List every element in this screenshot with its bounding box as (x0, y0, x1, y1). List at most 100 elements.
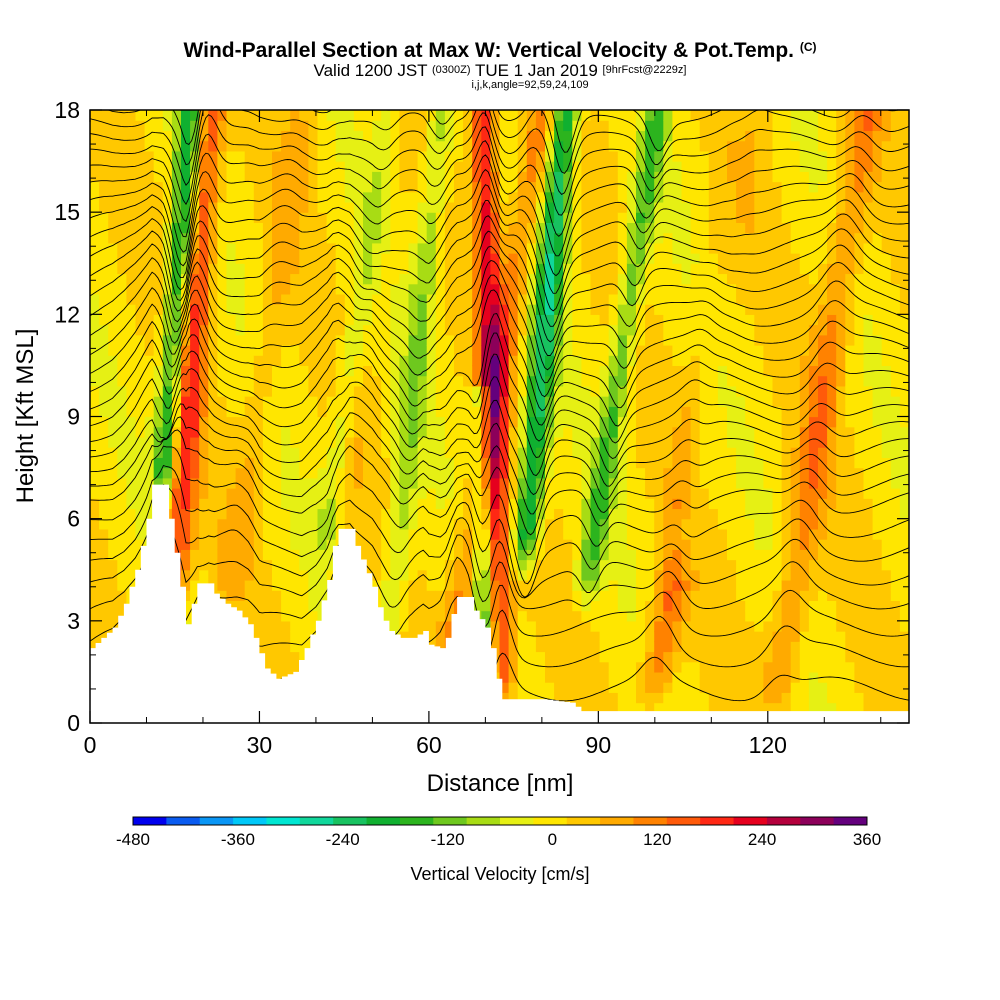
heatmap-cell (144, 508, 155, 520)
heatmap-cell (626, 467, 637, 479)
heatmap-cell (253, 447, 264, 458)
heatmap-cell (408, 365, 419, 377)
heatmap-cell (836, 600, 846, 612)
heatmap-cell (736, 314, 746, 326)
heatmap-cell (772, 651, 783, 663)
heatmap-cell (572, 396, 582, 407)
heatmap-cell (481, 171, 491, 183)
heatmap-cell (390, 232, 400, 244)
heatmap-cell (745, 661, 755, 673)
heatmap-cell (290, 273, 300, 285)
heatmap-cell (135, 457, 146, 469)
heatmap-cell (472, 447, 482, 458)
heatmap-cell (626, 641, 637, 653)
heatmap-cell (90, 110, 100, 121)
heatmap-cell (335, 110, 346, 121)
heatmap-cell (663, 600, 673, 612)
heatmap-cell (372, 385, 382, 397)
heatmap-cell (818, 355, 828, 367)
heatmap-cell (681, 671, 692, 683)
heatmap-cell (99, 385, 109, 397)
heatmap-cell (290, 161, 300, 172)
heatmap-cell (745, 171, 755, 183)
heatmap-cell (645, 212, 655, 223)
heatmap-cell (845, 651, 855, 663)
heatmap-cell (181, 263, 191, 275)
heatmap-cell (808, 620, 819, 632)
heatmap-cell (535, 488, 546, 499)
heatmap-cell (90, 181, 100, 193)
heatmap-cell (626, 539, 637, 550)
heatmap-cell (308, 559, 319, 571)
heatmap-cell (317, 253, 328, 264)
heatmap-cell (481, 447, 491, 458)
heatmap-cell (836, 130, 846, 142)
heatmap-cell (490, 293, 501, 305)
heatmap-cell (99, 232, 109, 244)
heatmap-cell (272, 314, 282, 326)
heatmap-cell (408, 436, 419, 448)
heatmap-cell (463, 385, 473, 397)
heatmap-cell (554, 631, 564, 642)
heatmap-cell (217, 212, 228, 223)
heatmap-cell (226, 600, 237, 612)
heatmap-cell (508, 436, 519, 448)
heatmap-cell (190, 375, 200, 387)
heatmap-cell (472, 212, 482, 223)
heatmap-cell (645, 518, 655, 530)
heatmap-cell (299, 477, 309, 489)
heatmap-cell (799, 508, 810, 520)
heatmap-cell (636, 426, 646, 438)
heatmap-cell (435, 201, 446, 213)
heatmap-cell (281, 641, 291, 653)
heatmap-cell (162, 140, 173, 152)
heatmap-cell (262, 110, 273, 121)
heatmap-cell (636, 283, 646, 295)
heatmap-cell (190, 396, 200, 407)
heatmap-cell (526, 324, 537, 336)
heatmap-cell (90, 355, 100, 367)
heatmap-cell (808, 375, 819, 387)
heatmap-cell (162, 416, 173, 428)
heatmap-cell (272, 600, 282, 612)
heatmap-cell (736, 518, 746, 530)
heatmap-cell (517, 600, 528, 612)
heatmap-cell (508, 457, 519, 469)
heatmap-cell (617, 651, 628, 663)
heatmap-cell (308, 191, 319, 203)
heatmap-cell (390, 375, 400, 387)
heatmap-cell (827, 661, 837, 673)
heatmap-cell (399, 447, 410, 458)
heatmap-cell (781, 406, 792, 418)
heatmap-cell (663, 559, 673, 571)
heatmap-cell (772, 293, 783, 305)
heatmap-cell (244, 314, 255, 326)
heatmap-cell (699, 508, 710, 520)
heatmap-cell (517, 120, 528, 132)
heatmap-cell (344, 120, 355, 132)
heatmap-cell (463, 508, 473, 520)
heatmap-cell (317, 120, 328, 132)
heatmap-cell (508, 620, 519, 632)
heatmap-cell (535, 161, 546, 172)
heatmap-cell (417, 344, 428, 356)
heatmap-cell (836, 283, 846, 295)
heatmap-cell (645, 569, 655, 581)
heatmap-cell (208, 201, 218, 213)
heatmap-cell (299, 518, 309, 530)
heatmap-cell (554, 181, 564, 193)
heatmap-cell (290, 314, 300, 326)
heatmap-cell (490, 212, 501, 223)
heatmap-cell (572, 344, 582, 356)
heatmap-cell (90, 304, 100, 315)
heatmap-cell (836, 191, 846, 203)
heatmap-cell (135, 314, 146, 326)
heatmap-cell (545, 344, 555, 356)
heatmap-cell (181, 396, 191, 407)
heatmap-cell (672, 539, 683, 550)
heatmap-cell (226, 110, 237, 121)
heatmap-cell (790, 171, 801, 183)
heatmap-cell (563, 150, 573, 162)
heatmap-cell (818, 201, 828, 213)
heatmap-cell (836, 375, 846, 387)
